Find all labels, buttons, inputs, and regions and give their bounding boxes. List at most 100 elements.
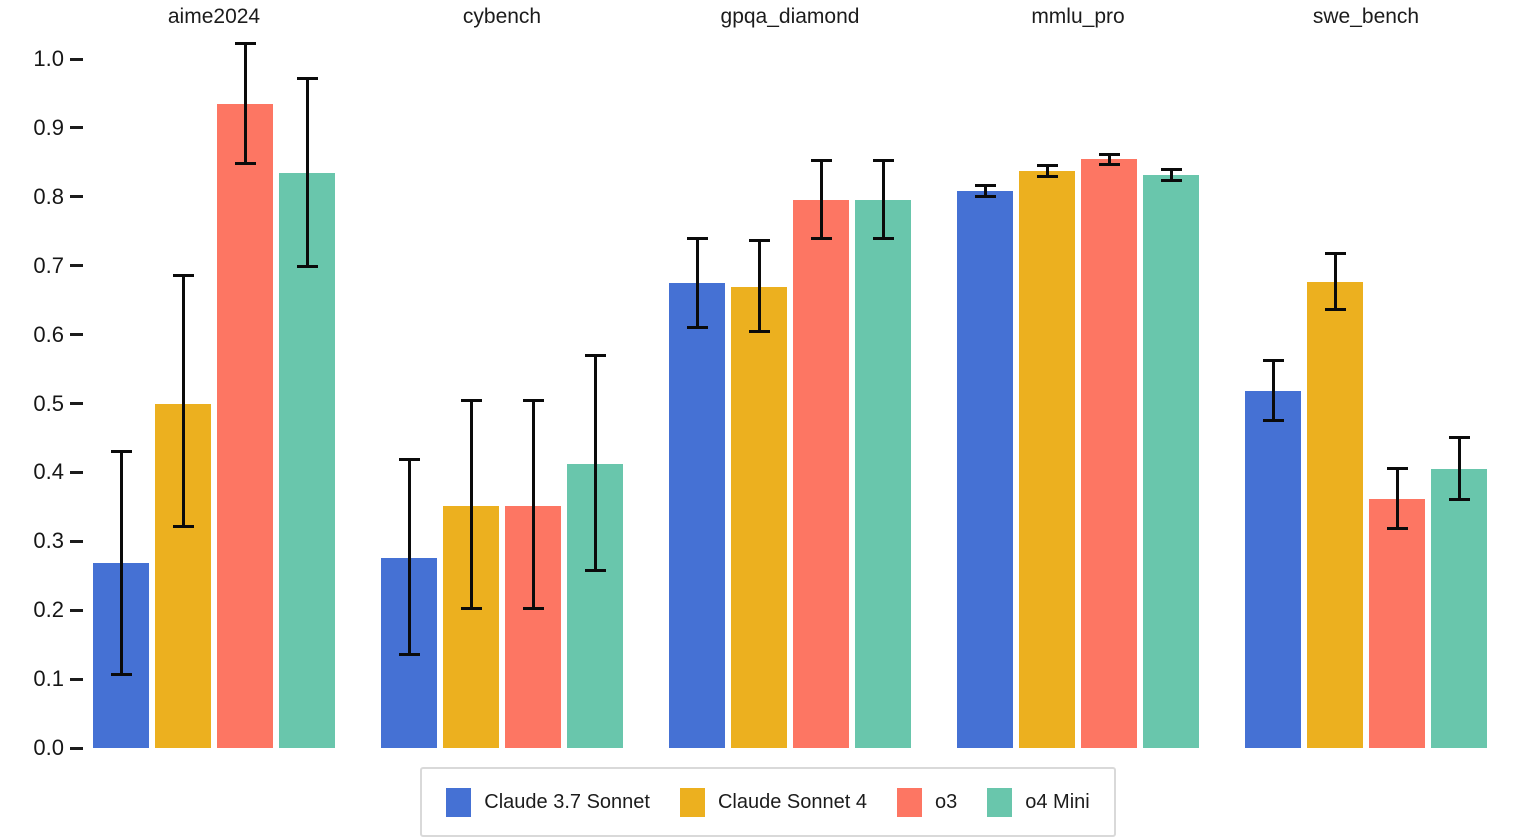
error-bar bbox=[1169, 169, 1173, 181]
bar-aime2024-o4-mini bbox=[279, 172, 335, 748]
error-cap-top bbox=[748, 239, 770, 243]
error-cap-top bbox=[584, 354, 606, 358]
error-bar bbox=[119, 451, 123, 675]
error-cap-top bbox=[974, 184, 996, 188]
error-cap-top bbox=[1448, 436, 1470, 440]
error-cap-bottom bbox=[234, 162, 256, 166]
error-bar bbox=[593, 355, 597, 571]
y-tick-label-1.0: 1.0 bbox=[33, 46, 64, 71]
group-title-cybench: cybench bbox=[462, 5, 542, 28]
y-tick-label-0.1: 0.1 bbox=[33, 666, 64, 692]
error-cap-top bbox=[872, 158, 894, 162]
bar-gpqa_diamond-o3 bbox=[793, 200, 849, 748]
error-cap-top bbox=[172, 273, 194, 277]
error-bar bbox=[1271, 360, 1275, 421]
y-tick-mark-0.9 bbox=[70, 126, 83, 130]
error-cap-bottom bbox=[584, 569, 606, 573]
error-bar bbox=[1333, 253, 1337, 310]
error-bar bbox=[1045, 165, 1049, 177]
error-bar bbox=[881, 160, 885, 239]
error-cap-top bbox=[1262, 359, 1284, 363]
y-tick-mark-0.6 bbox=[70, 333, 83, 337]
legend-swatch bbox=[987, 787, 1013, 817]
error-cap-bottom bbox=[110, 673, 132, 677]
bar-mmlu_pro-o4-mini bbox=[1143, 174, 1199, 748]
error-cap-bottom bbox=[1160, 178, 1182, 182]
bar-mmlu_pro-o3 bbox=[1081, 158, 1137, 748]
error-cap-bottom bbox=[872, 236, 894, 240]
y-tick-label-0.4: 0.4 bbox=[33, 459, 64, 485]
error-bar bbox=[531, 400, 535, 609]
error-cap-bottom bbox=[1036, 175, 1058, 179]
legend-item-o3: o3 bbox=[896, 787, 958, 817]
bar-gpqa_diamond-claude-sonnet-4 bbox=[731, 287, 787, 748]
error-cap-top bbox=[810, 158, 832, 162]
error-bar bbox=[757, 240, 761, 332]
error-cap-bottom bbox=[296, 264, 318, 268]
legend-swatch bbox=[679, 787, 705, 817]
legend-item-claude-3-7-sonnet: Claude 3.7 Sonnet bbox=[446, 787, 650, 817]
y-tick-mark-0.4 bbox=[70, 470, 83, 474]
bar-gpqa_diamond-claude-3-7-sonnet bbox=[669, 282, 725, 748]
legend-swatch bbox=[896, 787, 922, 817]
y-tick-mark-0.8 bbox=[70, 195, 83, 199]
y-tick-mark-0.3 bbox=[70, 539, 83, 543]
y-tick-mark-0.7 bbox=[70, 264, 83, 268]
y-tick-label-0.3: 0.3 bbox=[33, 528, 64, 554]
bar-swe_bench-claude-sonnet-4 bbox=[1307, 282, 1363, 748]
error-cap-bottom bbox=[1324, 307, 1346, 311]
error-cap-top bbox=[1324, 251, 1346, 255]
legend-label: Claude Sonnet 4 bbox=[717, 790, 867, 813]
error-cap-top bbox=[460, 399, 482, 403]
y-tick-label-0.7: 0.7 bbox=[33, 252, 64, 278]
error-bar bbox=[819, 160, 823, 239]
group-title-gpqa_diamond: gpqa_diamond bbox=[720, 5, 860, 28]
y-tick-label-0.0: 0.0 bbox=[33, 735, 64, 760]
legend-swatch bbox=[446, 787, 472, 817]
error-cap-bottom bbox=[810, 236, 832, 240]
error-bar bbox=[695, 238, 699, 328]
y-tick-mark-0.0 bbox=[70, 746, 83, 750]
error-cap-bottom bbox=[1262, 419, 1284, 423]
error-cap-top bbox=[296, 76, 318, 80]
error-cap-bottom bbox=[748, 330, 770, 334]
error-cap-bottom bbox=[974, 195, 996, 199]
error-cap-top bbox=[1036, 164, 1058, 168]
y-tick-label-0.6: 0.6 bbox=[33, 321, 64, 347]
error-cap-bottom bbox=[460, 607, 482, 611]
error-bar bbox=[1457, 437, 1461, 500]
y-tick-label-0.2: 0.2 bbox=[33, 597, 64, 623]
error-cap-top bbox=[398, 458, 420, 462]
bar-swe_bench-o4-mini bbox=[1431, 468, 1487, 748]
legend-label: o4 Mini bbox=[1025, 790, 1090, 813]
error-cap-bottom bbox=[398, 652, 420, 656]
y-tick-mark-0.2 bbox=[70, 608, 83, 612]
bar-swe_bench-claude-3-7-sonnet bbox=[1245, 391, 1301, 748]
error-cap-bottom bbox=[522, 607, 544, 611]
error-cap-bottom bbox=[172, 525, 194, 529]
error-bar bbox=[407, 459, 411, 655]
y-tick-label-0.9: 0.9 bbox=[33, 114, 64, 140]
legend-label: Claude 3.7 Sonnet bbox=[484, 790, 650, 813]
chart-legend: Claude 3.7 Sonnet Claude Sonnet 4 o3 o4 Min… bbox=[420, 767, 1116, 837]
error-cap-bottom bbox=[1098, 162, 1120, 166]
legend-label: o3 bbox=[934, 790, 958, 813]
error-bar bbox=[983, 185, 987, 197]
bar-gpqa_diamond-o4-mini bbox=[855, 200, 911, 748]
bar-aime2024-o3 bbox=[217, 103, 273, 748]
y-tick-mark-0.1 bbox=[70, 677, 83, 681]
group-title-aime2024: aime2024 bbox=[167, 5, 261, 28]
legend-item-o4-mini: o4 Mini bbox=[987, 787, 1090, 817]
bar-swe_bench-o3 bbox=[1369, 499, 1425, 748]
error-cap-top bbox=[686, 236, 708, 240]
bar-mmlu_pro-claude-sonnet-4 bbox=[1019, 171, 1075, 748]
error-cap-bottom bbox=[1448, 498, 1470, 502]
y-tick-mark-0.5 bbox=[70, 402, 83, 405]
error-cap-top bbox=[110, 449, 132, 453]
error-cap-top bbox=[1160, 168, 1182, 172]
error-bar bbox=[181, 275, 185, 527]
error-bar bbox=[469, 400, 473, 609]
error-cap-top bbox=[1098, 152, 1120, 156]
error-cap-bottom bbox=[1386, 526, 1408, 530]
